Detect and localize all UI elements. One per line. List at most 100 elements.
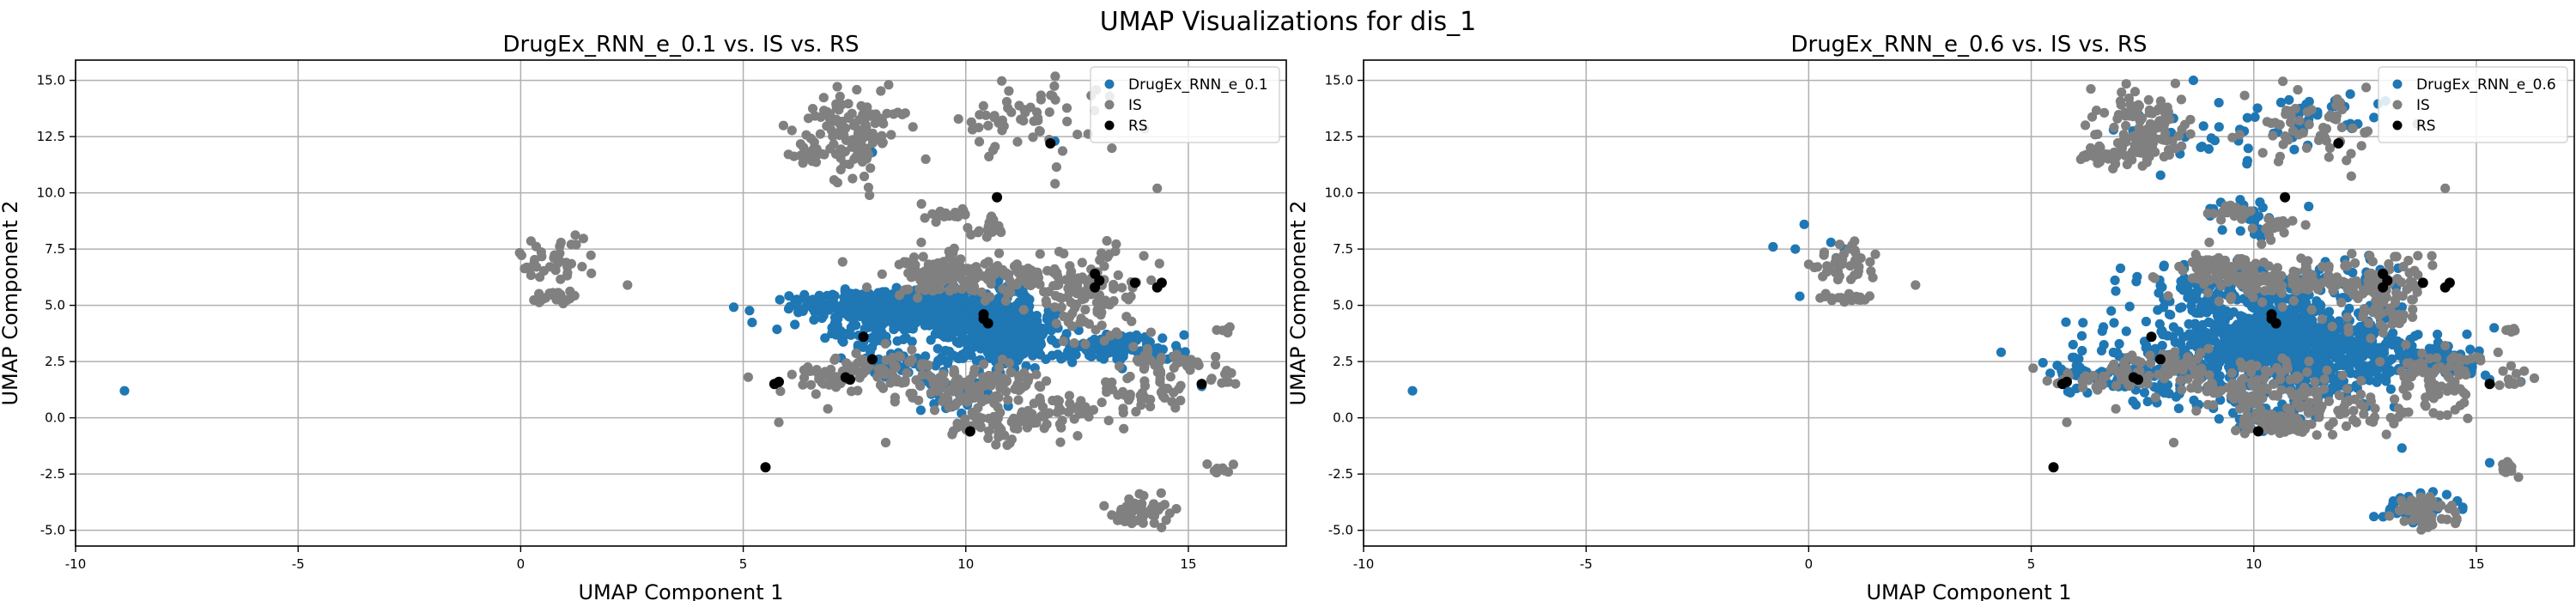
scatter-point [1027, 409, 1037, 419]
scatter-point [541, 293, 551, 303]
scatter-point [2340, 277, 2350, 288]
scatter-point [1866, 266, 1876, 276]
scatter-point [1109, 279, 1119, 290]
scatter-point [2408, 312, 2418, 322]
scatter-point [2248, 279, 2258, 289]
scatter-point [2296, 422, 2306, 432]
scatter-point [1211, 351, 1221, 362]
scatter-point [1055, 437, 1066, 447]
scatter-point [2253, 398, 2263, 409]
scatter-point [809, 315, 819, 325]
scatter-point [1069, 338, 1079, 349]
scatter-point [986, 279, 996, 289]
scatter-point [1014, 276, 1024, 287]
scatter-point [1202, 459, 1212, 470]
scatter-point [2398, 504, 2409, 514]
scatter-point [961, 295, 971, 306]
scatter-point [835, 91, 845, 101]
scatter-point [890, 392, 900, 403]
scatter-point [2063, 386, 2073, 397]
scatter-point [2372, 377, 2382, 387]
scatter-point [915, 405, 926, 416]
scatter-point [2433, 382, 2443, 392]
scatter-point [1005, 438, 1015, 448]
scatter-point [1169, 362, 1179, 373]
scatter-point [1176, 380, 1186, 391]
x-tick-label: 10 [957, 556, 974, 572]
scatter-point [1005, 367, 1016, 377]
scatter-point [1091, 297, 1102, 307]
scatter-point [2340, 408, 2350, 418]
scatter-point [944, 402, 954, 412]
scatter-point [1018, 305, 1029, 315]
scatter-point [2385, 384, 2396, 394]
scatter-point [2366, 333, 2376, 343]
scatter-point [2202, 288, 2213, 298]
scatter-point [1019, 105, 1030, 115]
scatter-point [2328, 331, 2338, 342]
scatter-point [2424, 343, 2434, 354]
scatter-point [1029, 333, 1040, 343]
scatter-point [2176, 375, 2186, 385]
scatter-point [2408, 304, 2418, 315]
scatter-point [2462, 329, 2472, 339]
scatter-point [2163, 291, 2173, 301]
scatter-point [1097, 320, 1107, 331]
scatter-point [2239, 90, 2250, 100]
scatter-point [1090, 282, 1101, 293]
scatter-point [926, 387, 936, 398]
scatter-point [2216, 215, 2227, 225]
scatter-point [2121, 326, 2131, 337]
y-tick-label: -2.5 [40, 466, 65, 482]
scatter-point [1031, 311, 1042, 321]
scatter-point [1072, 130, 1083, 140]
scatter-point [2207, 378, 2217, 388]
scatter-point [2159, 151, 2169, 162]
scatter-point [883, 314, 893, 325]
scatter-point [1141, 351, 1152, 361]
scatter-point [829, 139, 839, 149]
scatter-point [966, 229, 976, 240]
scatter-point [1051, 319, 1061, 329]
scatter-point [2363, 276, 2373, 286]
scatter-point [571, 240, 581, 250]
scatter-point [923, 307, 933, 318]
scatter-point [1060, 351, 1071, 361]
scatter-point [959, 316, 969, 326]
scatter-point [872, 372, 883, 382]
scatter-point [929, 405, 940, 416]
scatter-point [978, 100, 988, 111]
scatter-point [1100, 295, 1110, 306]
scatter-point [976, 379, 987, 390]
scatter-point [2252, 103, 2263, 113]
scatter-point [2407, 369, 2417, 379]
scatter-point [2155, 170, 2166, 180]
series-IS [1803, 76, 2540, 535]
scatter-point [2190, 332, 2202, 343]
scatter-point [970, 264, 981, 274]
scatter-point [2121, 120, 2131, 131]
scatter-point [2245, 343, 2255, 354]
series-RS [760, 138, 1207, 473]
scatter-point [823, 305, 835, 315]
scatter-point [2103, 149, 2113, 160]
scatter-point [535, 272, 545, 282]
scatter-point [2177, 141, 2187, 151]
scatter-point [2233, 254, 2244, 264]
scatter-point [578, 234, 589, 244]
scatter-point [747, 318, 757, 328]
scatter-point [2420, 399, 2430, 410]
scatter-point [532, 262, 542, 272]
scatter-point [914, 284, 925, 294]
scatter-point [2251, 361, 2262, 371]
scatter-point [2368, 307, 2379, 318]
scatter-point [818, 379, 829, 389]
scatter-point [2198, 121, 2208, 131]
scatter-point [2370, 404, 2380, 414]
scatter-point [2366, 397, 2376, 407]
scatter-point [2319, 374, 2330, 385]
scatter-point [2325, 280, 2336, 290]
scatter-point [916, 237, 927, 247]
scatter-point [2115, 96, 2125, 106]
scatter-point [907, 300, 917, 311]
